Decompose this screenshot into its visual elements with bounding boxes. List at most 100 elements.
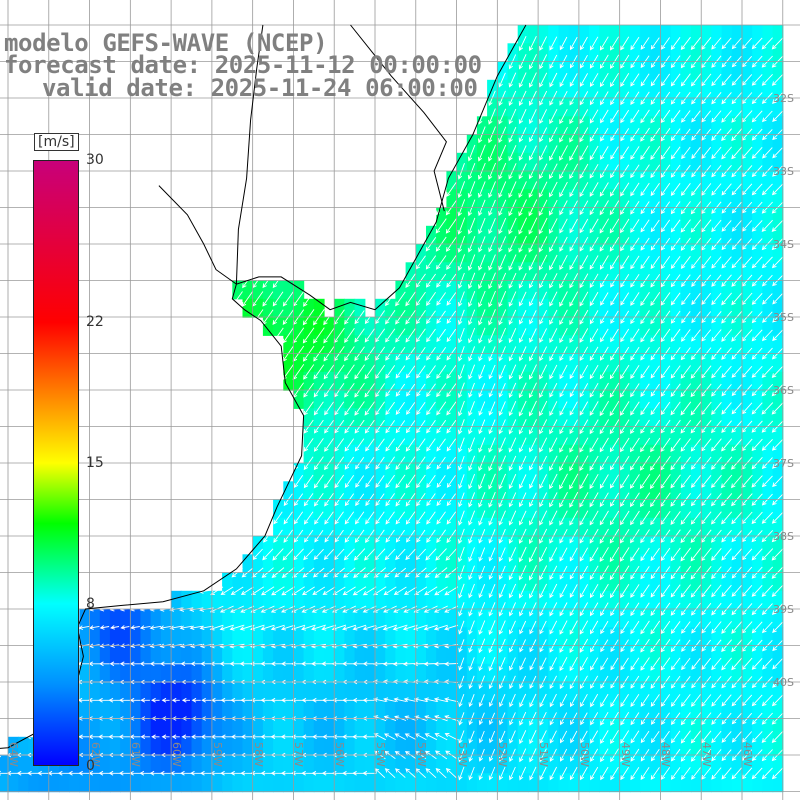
wind-cell [609, 627, 621, 647]
wind-arrow [751, 767, 763, 780]
wind-cell [313, 371, 325, 391]
wind-arrow [478, 364, 486, 380]
wind-cell [772, 61, 784, 81]
wind-cell [650, 244, 662, 263]
wind-cell [670, 718, 682, 738]
wind-arrow [640, 547, 650, 562]
wind-cell [395, 317, 407, 336]
wind-cell [507, 280, 519, 300]
wind-arrow [660, 620, 671, 635]
wind-cell [538, 390, 549, 409]
wind-cell [599, 572, 611, 592]
wind-cell [109, 700, 121, 720]
wind-cell [160, 682, 172, 701]
wind-cell [691, 408, 702, 428]
wind-cell [772, 408, 784, 428]
wind-arrow [629, 437, 640, 453]
wind-cell [262, 645, 274, 665]
wind-cell [701, 371, 712, 391]
wind-cell [589, 736, 600, 756]
wind-cell [578, 645, 590, 665]
wind-cell [395, 627, 407, 647]
wind-arrow [579, 255, 589, 270]
wind-cell [772, 481, 784, 501]
wind-cell [589, 627, 600, 647]
wind-cell [334, 335, 345, 355]
wind-cell [548, 98, 560, 117]
wind-arrow [159, 770, 172, 776]
wind-cell [629, 262, 641, 282]
wind-cell [629, 481, 641, 501]
wind-arrow [549, 547, 558, 562]
wind-cell [436, 408, 447, 428]
wind-arrow [539, 291, 548, 307]
wind-cell [375, 371, 386, 391]
wind-arrow [518, 583, 527, 599]
wind-cell [619, 408, 631, 428]
wind-cell [517, 98, 529, 117]
wind-arrow [762, 293, 773, 305]
wind-arrow [690, 475, 702, 488]
wind-arrow [761, 511, 773, 524]
wind-cell [89, 718, 101, 738]
wind-cell [599, 444, 611, 464]
wind-arrow [508, 474, 517, 490]
wind-cell [721, 207, 733, 227]
wind-cell [772, 627, 784, 647]
wind-cell [456, 700, 468, 720]
wind-arrow [751, 292, 763, 305]
wind-cell [619, 317, 631, 336]
wind-cell [589, 517, 600, 537]
wind-cell [497, 718, 509, 738]
wind-cell [79, 663, 91, 683]
wind-cell [303, 317, 315, 336]
wind-arrow [711, 767, 722, 780]
wind-arrow [528, 364, 537, 380]
wind-cell [691, 353, 702, 373]
wind-arrow [599, 400, 609, 417]
wind-arrow [119, 661, 130, 667]
wind-cell [385, 627, 396, 647]
wind-cell [466, 663, 478, 683]
wind-cell [517, 627, 529, 647]
wind-cell [273, 517, 284, 537]
wind-cell [334, 536, 345, 555]
wind-cell [415, 335, 427, 355]
wind-arrow [488, 584, 496, 599]
wind-arrow [478, 584, 486, 599]
wind-cell [293, 335, 305, 355]
wind-cell [385, 353, 396, 373]
wind-arrow [468, 401, 475, 417]
wind-cell [456, 298, 468, 318]
wind-cell [436, 590, 447, 610]
wind-arrow [569, 145, 579, 161]
wind-cell [242, 682, 254, 701]
wind-cell [721, 134, 733, 154]
wind-arrow [579, 401, 589, 416]
wind-arrow [620, 292, 630, 306]
wind-arrow [589, 291, 599, 307]
wind-cell [660, 645, 672, 665]
wind-cell [436, 317, 447, 336]
wind-cell [344, 517, 356, 537]
wind-cell [446, 335, 458, 355]
wind-cell [772, 152, 784, 172]
wind-cell [711, 499, 723, 519]
wind-cell [436, 572, 447, 592]
wind-arrow [191, 734, 202, 740]
wind-cell [629, 61, 641, 81]
wind-cell [589, 61, 600, 81]
wind-cell [426, 609, 437, 628]
wind-cell [375, 755, 386, 774]
wind-cell [619, 554, 631, 574]
wind-cell [313, 736, 325, 756]
wind-cell [476, 116, 488, 136]
wind-arrow [383, 586, 397, 596]
wind-cell [476, 609, 488, 628]
wind-arrow [650, 510, 661, 526]
wind-arrow [159, 661, 172, 667]
wind-arrow [579, 364, 589, 380]
wind-cell [589, 390, 600, 409]
wind-arrow [344, 475, 355, 488]
wind-cell [222, 718, 233, 738]
